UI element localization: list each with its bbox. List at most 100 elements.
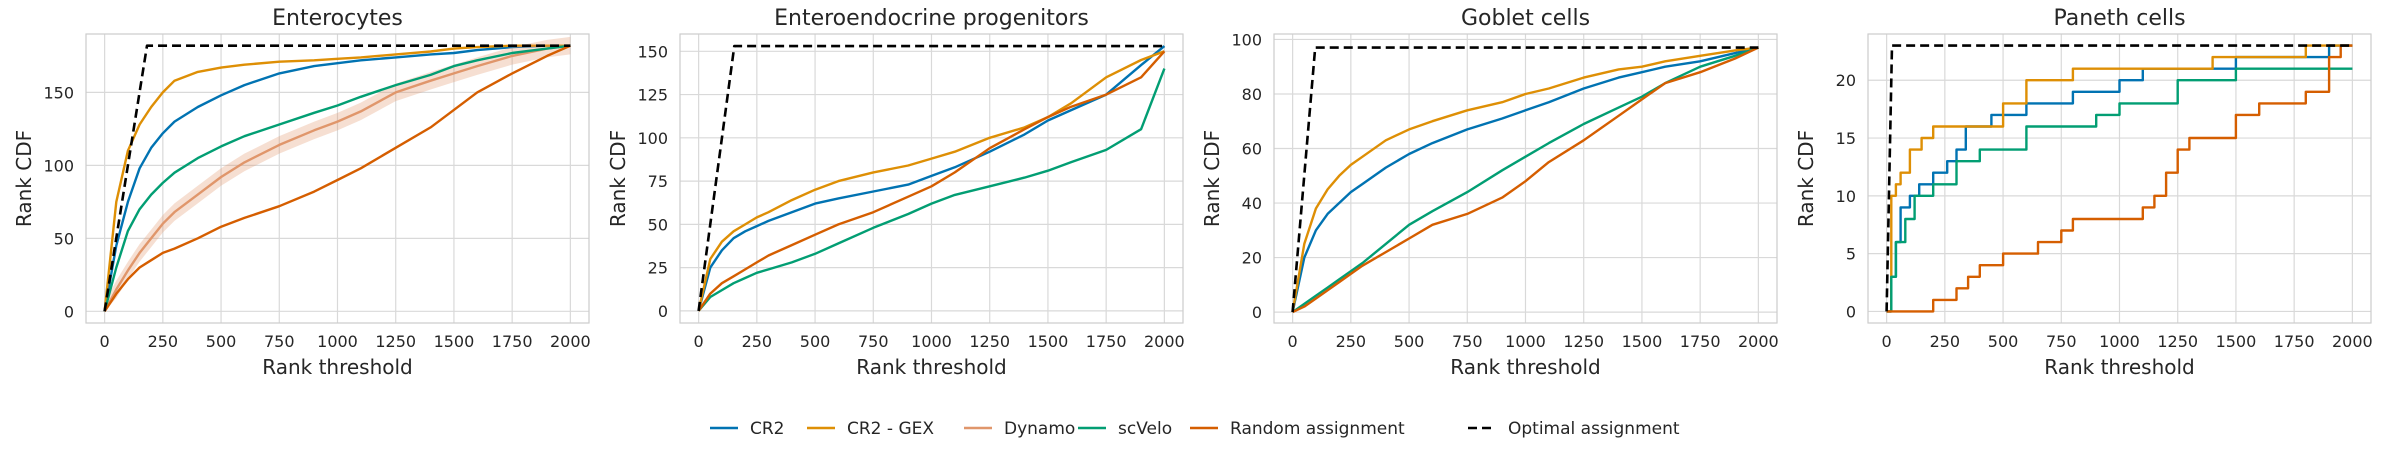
y-tick-label: 0 — [1846, 302, 1856, 321]
y-tick-label: 50 — [54, 229, 74, 248]
x-axis-label: Rank threshold — [1450, 355, 1601, 379]
series-line-random-assignment — [103, 44, 571, 312]
y-tick-label: 50 — [648, 215, 668, 234]
panel-title: Goblet cells — [1461, 6, 1590, 31]
panel-1: 0 250 500 750 1000 1250 1500 1750 2000 0 50 100 150 E… — [12, 6, 591, 379]
y-tick-label: 40 — [1242, 194, 1262, 213]
series-line-optimal-assignment — [1885, 44, 2353, 312]
x-tick-label: 250 — [1336, 332, 1367, 351]
legend-label: Random assignment — [1230, 419, 1405, 439]
x-tick-label: 500 — [206, 332, 237, 351]
x-tick-label: 2000 — [1738, 332, 1779, 351]
plot-frame — [85, 33, 590, 324]
y-tick-label: 150 — [43, 83, 74, 102]
series-line-cr2-gex — [1291, 46, 1759, 313]
x-tick-label: 1750 — [492, 332, 533, 351]
legend-label: Dynamo — [1004, 419, 1075, 439]
x-tick-label: 750 — [2046, 332, 2077, 351]
panel-title: Paneth cells — [2053, 6, 2185, 31]
series-line-cr2-gex — [103, 44, 571, 312]
y-axis-label: Rank CDF — [1794, 130, 1818, 227]
x-tick-label: 1750 — [2274, 332, 2315, 351]
x-tick-label: 1500 — [1622, 332, 1663, 351]
y-tick-label: 150 — [637, 42, 668, 61]
series-line-cr2-gex — [1886, 44, 2353, 313]
series-line-random-assignment — [697, 50, 1166, 312]
x-tick-label: 1000 — [911, 332, 952, 351]
y-tick-label: 0 — [658, 302, 668, 321]
y-tick-label: 100 — [1231, 30, 1262, 49]
x-tick-label: 250 — [148, 332, 179, 351]
series-line-cr2 — [1291, 46, 1759, 313]
y-tick-label: 125 — [637, 86, 668, 105]
series-line-dynamo — [103, 44, 571, 312]
plot-frame — [679, 33, 1184, 324]
y-tick-label: 100 — [43, 156, 74, 175]
x-axis-label: Rank threshold — [2044, 355, 2195, 379]
series-line-optimal-assignment — [103, 44, 571, 312]
series-line-random-assignment — [1292, 46, 1759, 314]
y-tick-label: 60 — [1242, 140, 1262, 159]
plot-frame — [1273, 33, 1778, 324]
panel-title: Enterocytes — [272, 6, 403, 31]
series-line-cr2-gex — [697, 50, 1165, 312]
series-line-cr2 — [697, 45, 1166, 312]
series-line-scvelo — [1886, 67, 2353, 313]
x-tick-label: 1000 — [317, 332, 358, 351]
x-tick-label: 1500 — [434, 332, 475, 351]
y-tick-label: 20 — [1242, 249, 1262, 268]
x-tick-label: 250 — [742, 332, 773, 351]
legend-label: CR2 — [750, 419, 785, 439]
x-tick-label: 1000 — [2099, 332, 2140, 351]
y-tick-label: 15 — [1836, 129, 1856, 148]
x-tick-label: 0 — [1288, 332, 1298, 351]
panel-2: 0 250 500 750 1000 1250 1500 1750 2000 0 25 50 75 100… — [606, 6, 1185, 379]
x-tick-label: 250 — [1930, 332, 1961, 351]
y-tick-label: 0 — [64, 302, 74, 321]
legend-label: scVelo — [1118, 419, 1172, 439]
legend-label: Optimal assignment — [1508, 419, 1680, 439]
x-tick-label: 2000 — [550, 332, 591, 351]
series-line-scvelo — [697, 68, 1166, 312]
y-tick-label: 5 — [1846, 245, 1856, 264]
y-tick-label: 80 — [1242, 85, 1262, 104]
y-tick-label: 25 — [648, 259, 668, 278]
panel-title: Enteroendocrine progenitors — [774, 6, 1089, 31]
x-tick-label: 1500 — [1028, 332, 1069, 351]
series-line-scvelo — [103, 44, 571, 312]
y-tick-label: 0 — [1252, 303, 1262, 322]
y-axis-label: Rank CDF — [12, 130, 36, 227]
x-tick-label: 750 — [1452, 332, 1483, 351]
x-tick-label: 1750 — [1086, 332, 1127, 351]
x-tick-label: 500 — [1394, 332, 1425, 351]
x-tick-label: 0 — [100, 332, 110, 351]
y-tick-label: 100 — [637, 129, 668, 148]
series-line-cr2 — [1886, 44, 2353, 313]
legend: CR2 CR2 - GEX Dynamo scVelo Random assignmen… — [710, 419, 1680, 439]
y-axis-label: Rank CDF — [606, 130, 630, 227]
y-axis-label: Rank CDF — [1200, 130, 1224, 227]
panel-3: 0 250 500 750 1000 1250 1500 1750 2000 0 20 40 60 80 1… — [1200, 6, 1779, 379]
y-tick-label: 20 — [1836, 71, 1856, 90]
panel-4: 0 250 500 750 1000 1250 1500 1750 2000 0 5 10 15 20 Pa… — [1794, 6, 2373, 379]
x-axis-label: Rank threshold — [262, 355, 413, 379]
x-tick-label: 1000 — [1505, 332, 1546, 351]
series-line-optimal-assignment — [697, 44, 1165, 312]
x-tick-label: 500 — [1988, 332, 2019, 351]
x-tick-label: 0 — [1882, 332, 1892, 351]
x-tick-label: 1500 — [2216, 332, 2257, 351]
series-line-random-assignment — [1886, 44, 2353, 313]
y-tick-label: 10 — [1836, 187, 1856, 206]
x-tick-label: 1250 — [2157, 332, 2198, 351]
x-tick-label: 0 — [694, 332, 704, 351]
plot-frame — [1867, 33, 2372, 324]
x-tick-label: 750 — [858, 332, 889, 351]
series-line-cr2 — [103, 44, 571, 312]
x-tick-label: 1750 — [1680, 332, 1721, 351]
x-tick-label: 1250 — [1563, 332, 1604, 351]
y-tick-label: 75 — [648, 172, 668, 191]
x-axis-label: Rank threshold — [856, 355, 1007, 379]
x-tick-label: 2000 — [2332, 332, 2373, 351]
x-tick-label: 500 — [800, 332, 831, 351]
